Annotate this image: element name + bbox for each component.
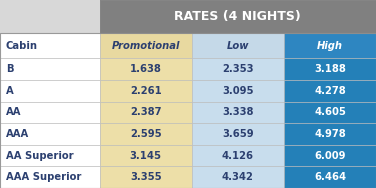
Bar [284,102,376,123]
Bar [100,123,192,145]
Text: 3.659: 3.659 [222,129,254,139]
Text: Cabin: Cabin [6,41,38,51]
Bar [100,58,192,80]
Text: 3.145: 3.145 [130,151,162,161]
Text: 4.978: 4.978 [314,129,346,139]
Text: 2.595: 2.595 [130,129,162,139]
Bar [100,33,192,58]
Bar [0,102,100,123]
Text: 3.338: 3.338 [222,107,253,117]
Bar [284,145,376,166]
Bar [192,58,284,80]
Text: A: A [6,86,14,96]
Text: 4.126: 4.126 [222,151,254,161]
Bar [0,33,100,58]
Text: 2.387: 2.387 [130,107,161,117]
Bar [100,145,192,166]
Bar [0,145,100,166]
Text: AA: AA [6,107,21,117]
Bar [100,0,376,33]
Text: 3.095: 3.095 [222,86,253,96]
Bar [100,102,192,123]
Text: AAA: AAA [6,129,29,139]
Bar [284,123,376,145]
Bar [284,166,376,188]
Text: 2.261: 2.261 [130,86,162,96]
Text: AA Superior: AA Superior [6,151,73,161]
Bar [192,80,284,102]
Text: AAA Superior: AAA Superior [6,172,81,182]
Bar [100,0,376,33]
Bar [100,80,192,102]
Text: 4.605: 4.605 [314,107,346,117]
Text: 6.464: 6.464 [314,172,346,182]
Bar [192,145,284,166]
Bar [0,80,100,102]
Text: 1.638: 1.638 [130,64,162,74]
Text: 2.353: 2.353 [222,64,253,74]
Bar [284,80,376,102]
Bar [192,33,284,58]
Text: B: B [6,64,13,74]
Text: High: High [317,41,343,51]
Bar [284,33,376,58]
Bar [0,58,100,80]
Bar [284,58,376,80]
Bar [100,166,192,188]
Text: 4.278: 4.278 [314,86,346,96]
Text: RATES (4 NIGHTS): RATES (4 NIGHTS) [174,10,301,23]
Text: 4.342: 4.342 [222,172,254,182]
Bar [0,123,100,145]
Text: 3.355: 3.355 [130,172,162,182]
Bar [192,102,284,123]
Bar [0,166,100,188]
Text: Promotional: Promotional [112,41,180,51]
Bar [192,123,284,145]
Text: 6.009: 6.009 [314,151,346,161]
Bar [192,166,284,188]
Bar [0,33,376,188]
Text: Low: Low [227,41,249,51]
Text: 3.188: 3.188 [314,64,346,74]
